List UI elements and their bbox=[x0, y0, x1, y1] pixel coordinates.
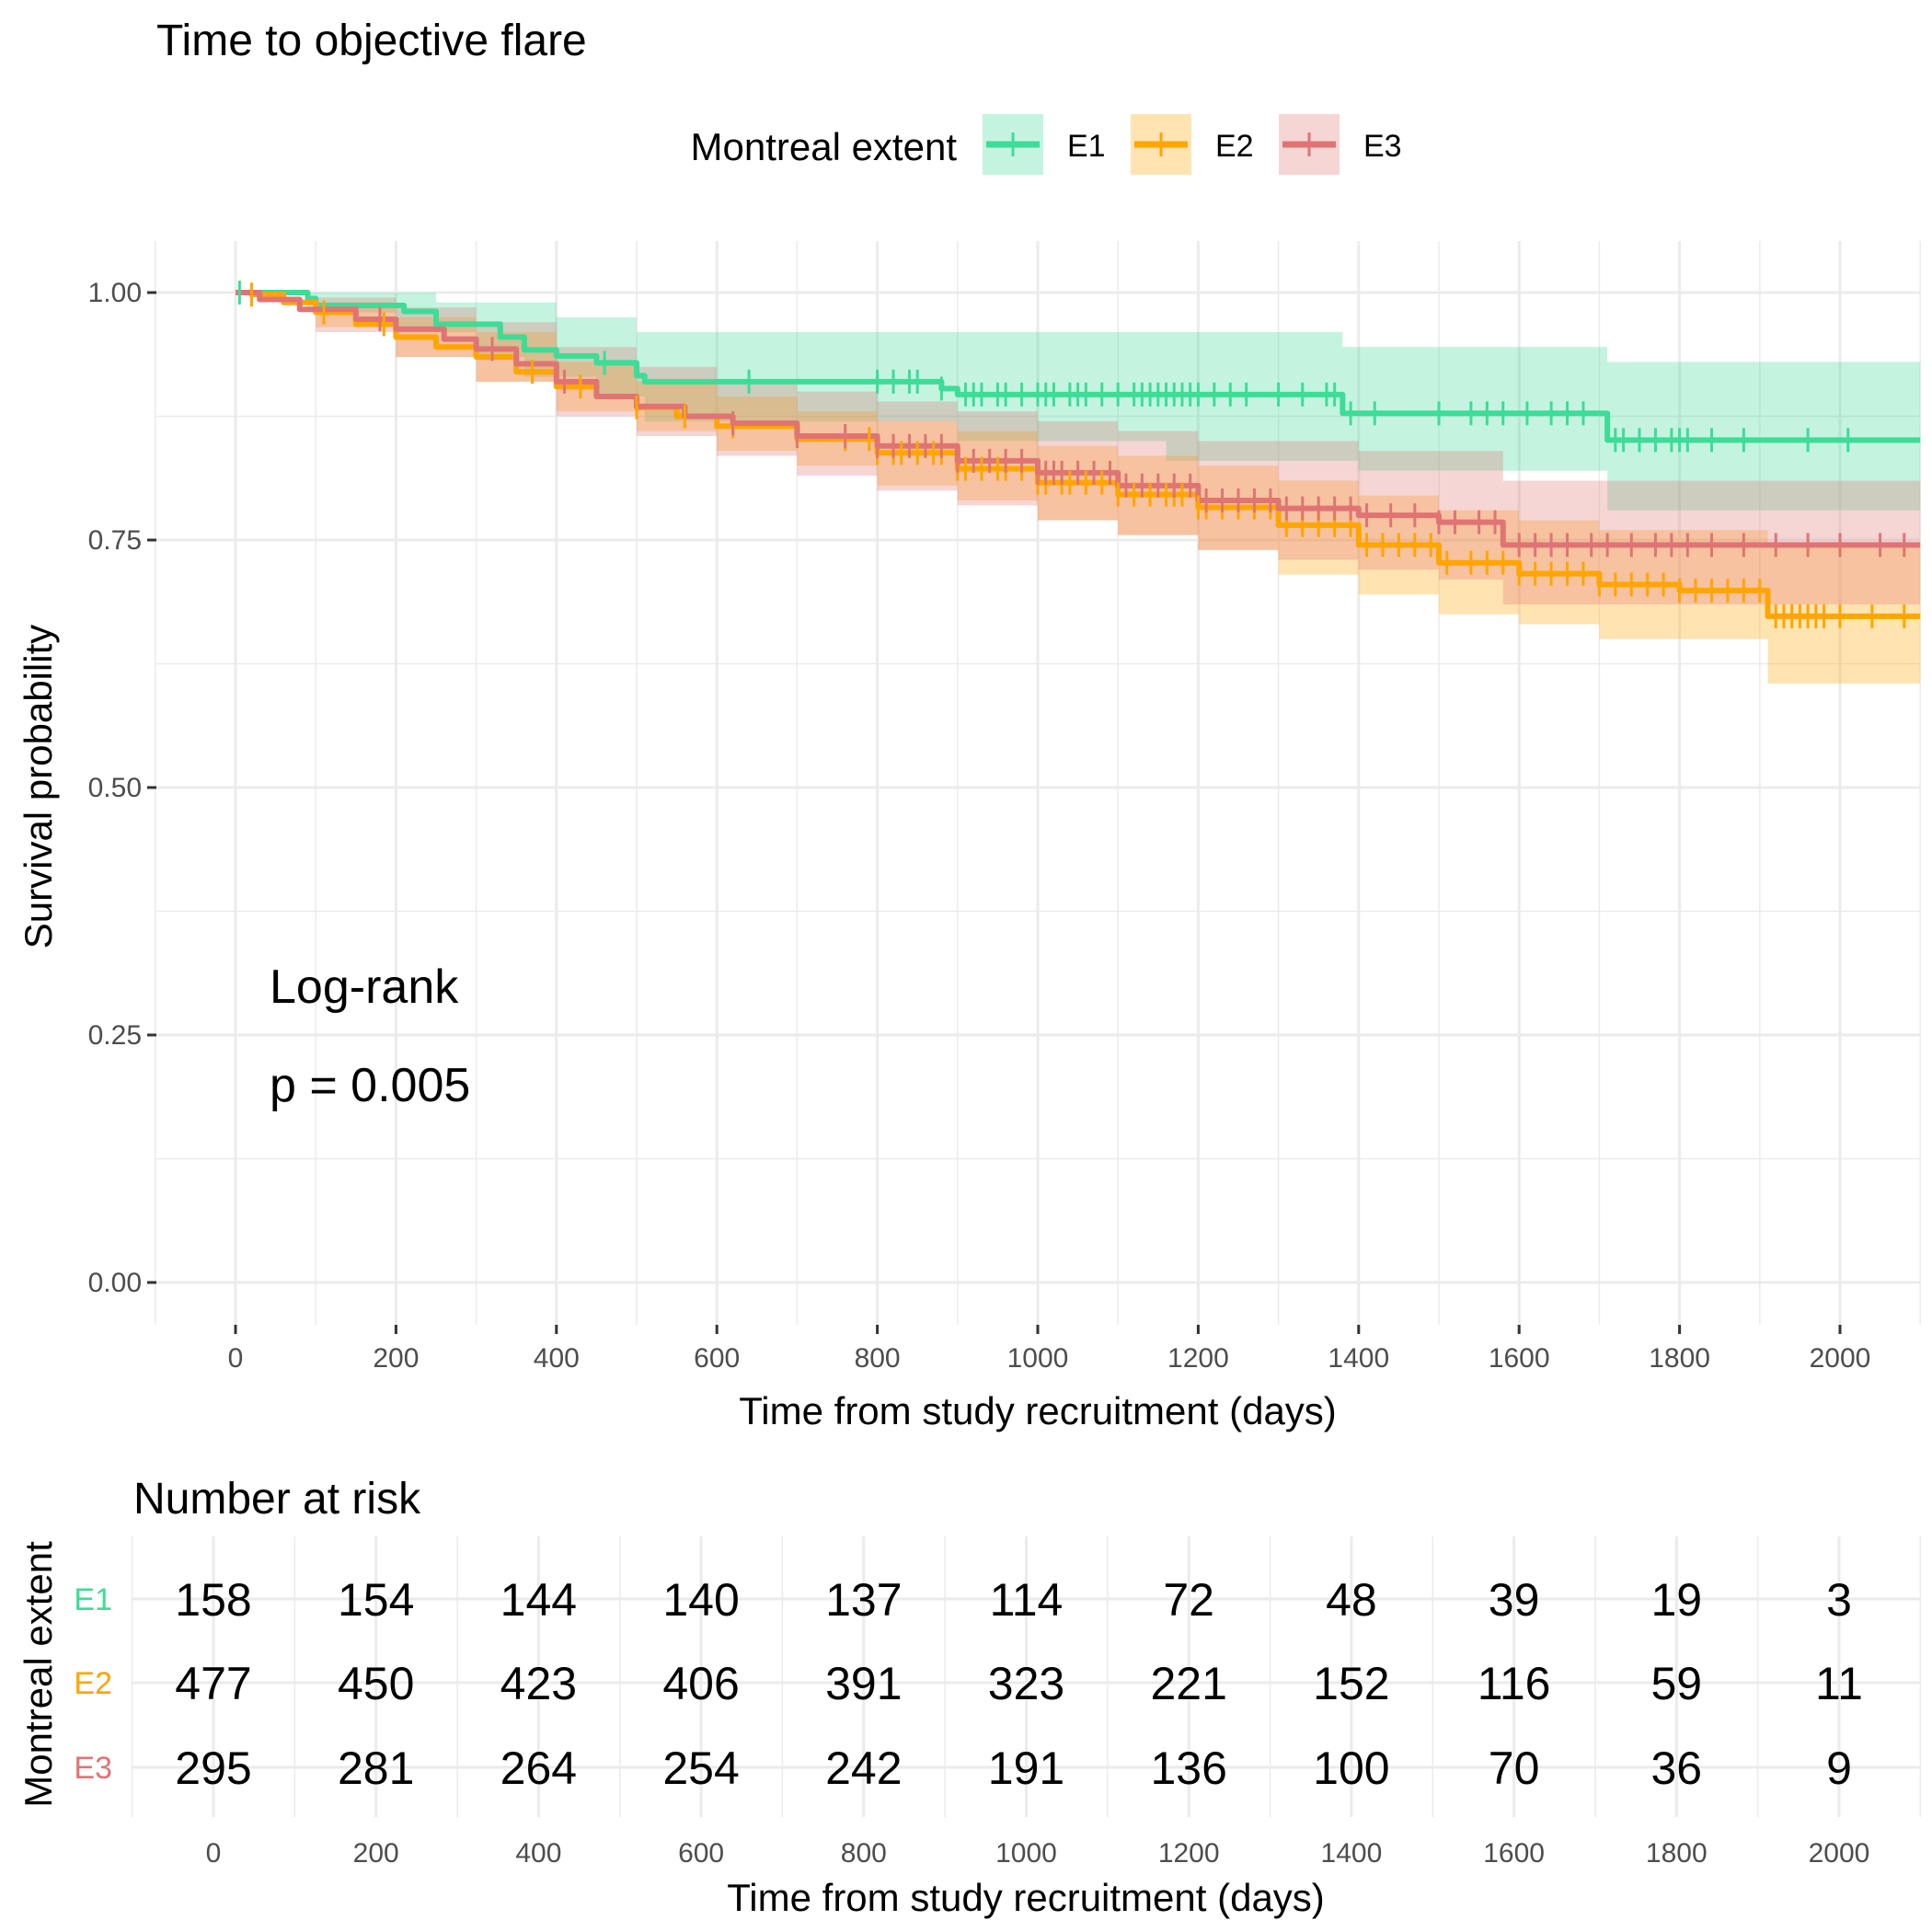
risk-table-y-title: Montreal extent bbox=[17, 1541, 60, 1808]
pvalue-label: p = 0.005 bbox=[270, 1059, 470, 1112]
axes: 0.00 0.25 0.50 0.75 1.00 0 200 400 600 800 1000 120… bbox=[88, 278, 1871, 1374]
risk-count: 48 bbox=[1326, 1574, 1377, 1626]
ci-band-e2 bbox=[236, 293, 1921, 684]
risk-strata-label-e3: E3 bbox=[74, 1751, 112, 1786]
risk-x-tick-label: 800 bbox=[841, 1838, 887, 1869]
x-axis-title: Time from study recruitment (days) bbox=[739, 1389, 1337, 1432]
x-tick-label: 800 bbox=[855, 1343, 901, 1374]
risk-x-tick-label: 1200 bbox=[1158, 1838, 1220, 1869]
x-tick-label: 1600 bbox=[1489, 1343, 1550, 1374]
risk-x-tick-label: 400 bbox=[515, 1838, 561, 1869]
risk-table-grid bbox=[131, 1536, 1922, 1817]
risk-count: 323 bbox=[988, 1658, 1064, 1709]
risk-x-tick-label: 1400 bbox=[1321, 1838, 1383, 1869]
ci-band-e3 bbox=[236, 293, 1921, 604]
risk-count: 11 bbox=[1815, 1658, 1863, 1709]
legend-label-e2: E2 bbox=[1215, 129, 1254, 164]
y-tick-label: 1.00 bbox=[88, 278, 142, 308]
risk-x-tick-label: 0 bbox=[206, 1838, 222, 1869]
plot-grid bbox=[155, 241, 1921, 1325]
risk-count: 144 bbox=[500, 1574, 577, 1626]
x-tick-label: 400 bbox=[534, 1343, 580, 1374]
risk-count: 59 bbox=[1650, 1658, 1702, 1709]
risk-count: 477 bbox=[175, 1658, 251, 1709]
risk-count: 136 bbox=[1150, 1742, 1226, 1794]
risk-count: 36 bbox=[1650, 1742, 1702, 1794]
y-tick-label: 0.75 bbox=[88, 525, 142, 556]
risk-x-tick-label: 2000 bbox=[1809, 1838, 1870, 1869]
risk-count: 3 bbox=[1826, 1574, 1852, 1626]
y-tick-label: 0.25 bbox=[88, 1020, 142, 1051]
risk-table: E1 158 154 144 140 137 114 72 48 39 19 3E2 477 450 423… bbox=[74, 1574, 1869, 1869]
risk-x-tick-label: 200 bbox=[353, 1838, 399, 1869]
survival-curve-e3 bbox=[236, 290, 1921, 548]
risk-strata-label-e1: E1 bbox=[74, 1582, 112, 1617]
risk-x-tick-label: 600 bbox=[678, 1838, 724, 1869]
risk-count: 100 bbox=[1313, 1742, 1389, 1794]
x-tick-label: 2000 bbox=[1810, 1343, 1871, 1374]
legend-title: Montreal extent bbox=[691, 125, 958, 168]
legend: Montreal extent E1 E2 E3 bbox=[691, 114, 1402, 175]
y-axis-title: Survival probability bbox=[17, 625, 60, 949]
risk-table-x-title: Time from study recruitment (days) bbox=[727, 1876, 1325, 1919]
x-tick-label: 600 bbox=[694, 1343, 740, 1374]
risk-count: 72 bbox=[1163, 1574, 1214, 1626]
risk-count: 39 bbox=[1489, 1574, 1540, 1626]
risk-count: 154 bbox=[338, 1574, 414, 1626]
x-tick-label: 1400 bbox=[1328, 1343, 1389, 1374]
chart-title: Time to objective flare bbox=[156, 17, 587, 65]
risk-count: 191 bbox=[988, 1742, 1064, 1794]
risk-count: 140 bbox=[662, 1574, 739, 1626]
risk-count: 406 bbox=[662, 1658, 739, 1709]
risk-table-title: Number at risk bbox=[133, 1475, 421, 1524]
risk-count: 264 bbox=[500, 1742, 577, 1794]
risk-count: 254 bbox=[662, 1742, 739, 1794]
x-tick-label: 0 bbox=[228, 1343, 244, 1374]
legend-label-e1: E1 bbox=[1067, 129, 1106, 164]
y-tick-label: 0.00 bbox=[88, 1268, 142, 1298]
y-tick-label: 0.50 bbox=[88, 773, 142, 803]
x-tick-label: 1200 bbox=[1167, 1343, 1229, 1374]
x-tick-label: 1800 bbox=[1649, 1343, 1710, 1374]
risk-strata-label-e2: E2 bbox=[74, 1666, 112, 1701]
risk-count: 114 bbox=[990, 1574, 1064, 1626]
risk-count: 295 bbox=[175, 1742, 251, 1794]
risk-count: 281 bbox=[338, 1742, 414, 1794]
risk-x-tick-label: 1000 bbox=[995, 1838, 1057, 1869]
risk-count: 70 bbox=[1489, 1742, 1540, 1794]
risk-count: 152 bbox=[1313, 1658, 1389, 1709]
risk-count: 9 bbox=[1826, 1742, 1852, 1794]
risk-x-tick-label: 1600 bbox=[1483, 1838, 1545, 1869]
risk-count: 116 bbox=[1478, 1658, 1551, 1709]
risk-count: 242 bbox=[825, 1742, 902, 1794]
risk-count: 137 bbox=[825, 1574, 902, 1626]
risk-x-tick-label: 1800 bbox=[1646, 1838, 1708, 1869]
risk-count: 221 bbox=[1150, 1658, 1226, 1709]
censor-marks bbox=[237, 281, 1906, 628]
logrank-label: Log-rank bbox=[270, 960, 459, 1014]
risk-count: 19 bbox=[1650, 1574, 1702, 1626]
risk-count: 450 bbox=[338, 1658, 414, 1709]
legend-label-e3: E3 bbox=[1363, 129, 1402, 164]
x-tick-label: 200 bbox=[373, 1343, 419, 1374]
risk-count: 158 bbox=[175, 1574, 251, 1626]
risk-count: 391 bbox=[825, 1658, 902, 1709]
risk-count: 423 bbox=[500, 1658, 577, 1709]
x-tick-label: 1000 bbox=[1007, 1343, 1069, 1374]
